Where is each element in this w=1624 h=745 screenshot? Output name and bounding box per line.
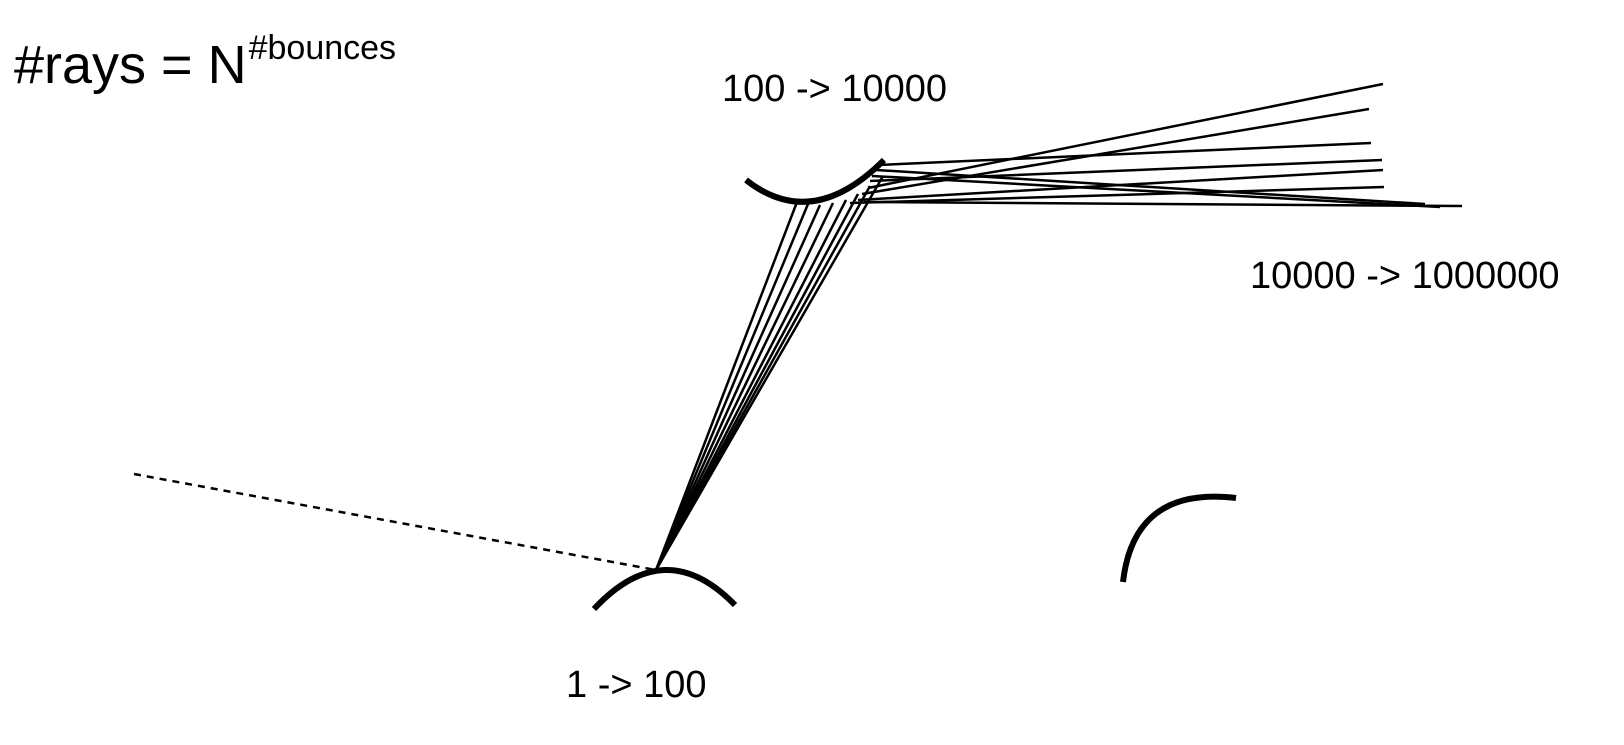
ray: [871, 174, 1441, 209]
ray: [861, 107, 1370, 196]
second-bounce-rays: [849, 82, 1463, 209]
ray-count-formula: #rays = N#bounces: [14, 31, 396, 95]
ray: [869, 158, 1383, 183]
second-bounce-label: 100 -> 10000: [722, 68, 948, 110]
ray: [863, 200, 1463, 208]
ray: [654, 201, 799, 571]
formula-exponent: #bounces: [248, 29, 397, 67]
ray: [654, 203, 810, 571]
ray: [654, 175, 885, 571]
ray: [875, 168, 1426, 206]
unused-surface-arc: [1120, 493, 1237, 583]
first-surface-arc: [591, 567, 738, 612]
ray: [654, 202, 835, 571]
ray: [849, 185, 1385, 205]
first-bounce-rays: [654, 175, 885, 571]
ray: [867, 82, 1384, 190]
third-bounce-label: 10000 -> 1000000: [1250, 255, 1560, 297]
first-bounce-label: 1 -> 100: [566, 664, 707, 706]
ray: [877, 141, 1372, 167]
second-surface-arc: [744, 157, 887, 205]
ray: [654, 204, 822, 571]
incoming-ray-dashed: [133, 472, 657, 572]
ray: [654, 199, 848, 571]
formula-base: #rays = N: [14, 35, 247, 95]
